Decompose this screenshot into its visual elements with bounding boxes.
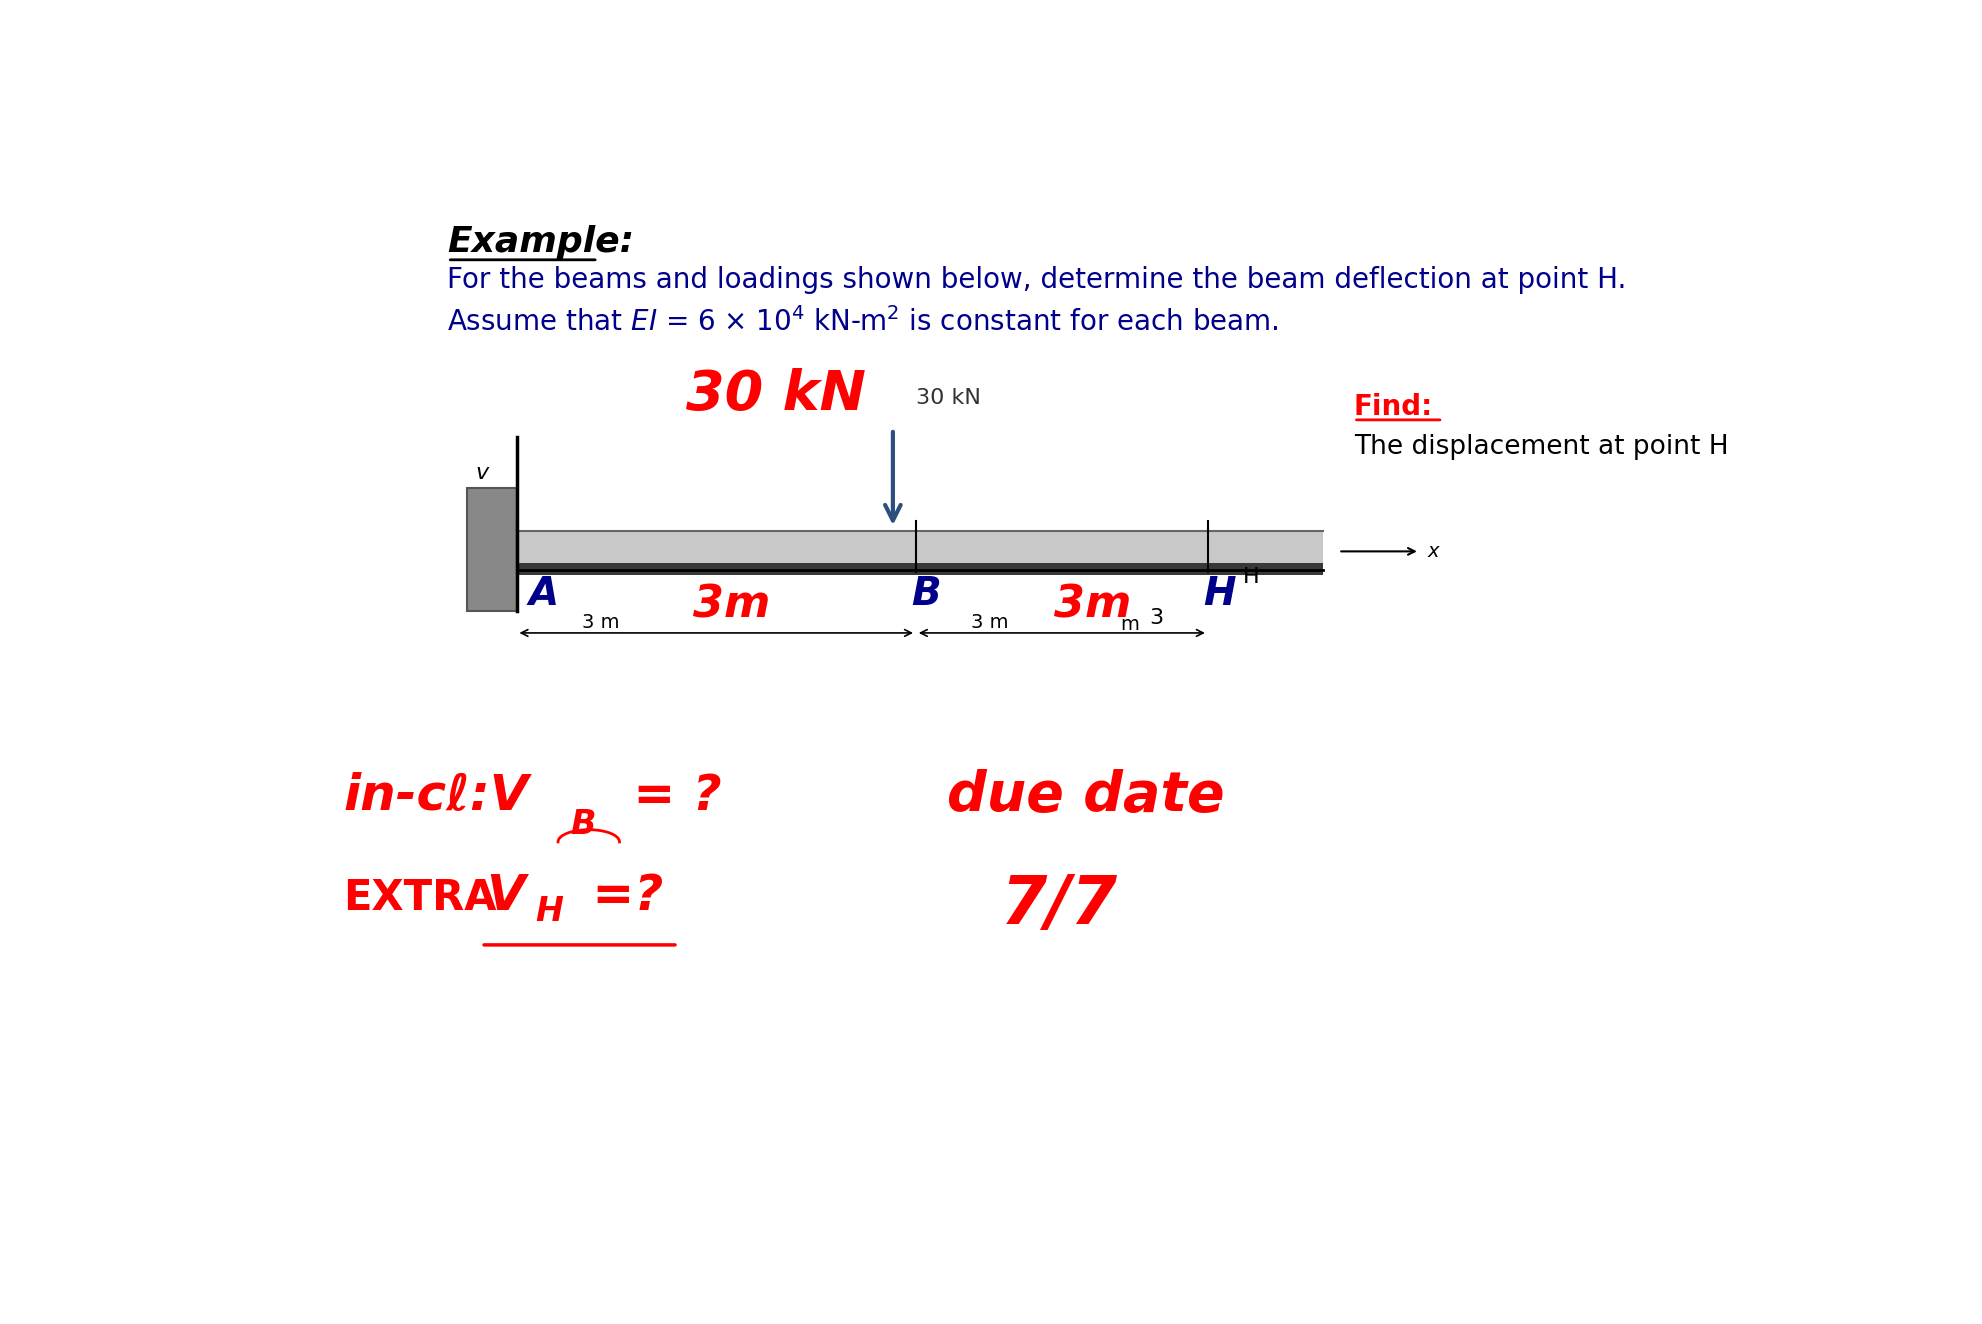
Text: H: H — [1203, 575, 1235, 613]
Bar — [468, 489, 517, 610]
Bar — [517, 531, 1322, 567]
Text: Find:: Find: — [1354, 393, 1433, 421]
Text: H: H — [1243, 567, 1261, 587]
Text: Assume that $\mathit{EI}$ = 6 $\times$ 10$^{4}$ kN-m$^{2}$ is constant for each : Assume that $\mathit{EI}$ = 6 $\times$ 1… — [448, 307, 1278, 336]
Text: due date: due date — [947, 769, 1225, 824]
Text: = ?: = ? — [616, 772, 721, 820]
Text: 3m: 3m — [1054, 584, 1132, 626]
Text: x: x — [1427, 542, 1439, 561]
Bar — [517, 563, 1322, 575]
Text: m: m — [1120, 616, 1140, 634]
Text: =?: =? — [575, 873, 664, 920]
Text: in-cℓ:V: in-cℓ:V — [343, 772, 529, 820]
Text: Example:: Example: — [448, 225, 634, 260]
Text: 30 kN: 30 kN — [916, 388, 981, 409]
Text: B: B — [571, 808, 597, 841]
Text: B: B — [912, 575, 941, 613]
Text: For the beams and loadings shown below, determine the beam deflection at point H: For the beams and loadings shown below, … — [448, 266, 1627, 294]
Text: A: A — [529, 575, 559, 613]
Text: 30 kN: 30 kN — [686, 368, 866, 422]
Text: V: V — [486, 873, 525, 920]
Text: 3m: 3m — [694, 584, 771, 626]
Text: 3 m: 3 m — [583, 613, 620, 633]
Text: 3 m: 3 m — [971, 613, 1009, 633]
Text: 7/7: 7/7 — [1001, 873, 1118, 939]
Text: EXTRA: EXTRA — [343, 876, 496, 919]
Text: H: H — [535, 895, 563, 928]
Text: 3: 3 — [1150, 608, 1163, 628]
Text: v: v — [476, 463, 488, 483]
Text: The displacement at point H: The displacement at point H — [1354, 434, 1728, 461]
